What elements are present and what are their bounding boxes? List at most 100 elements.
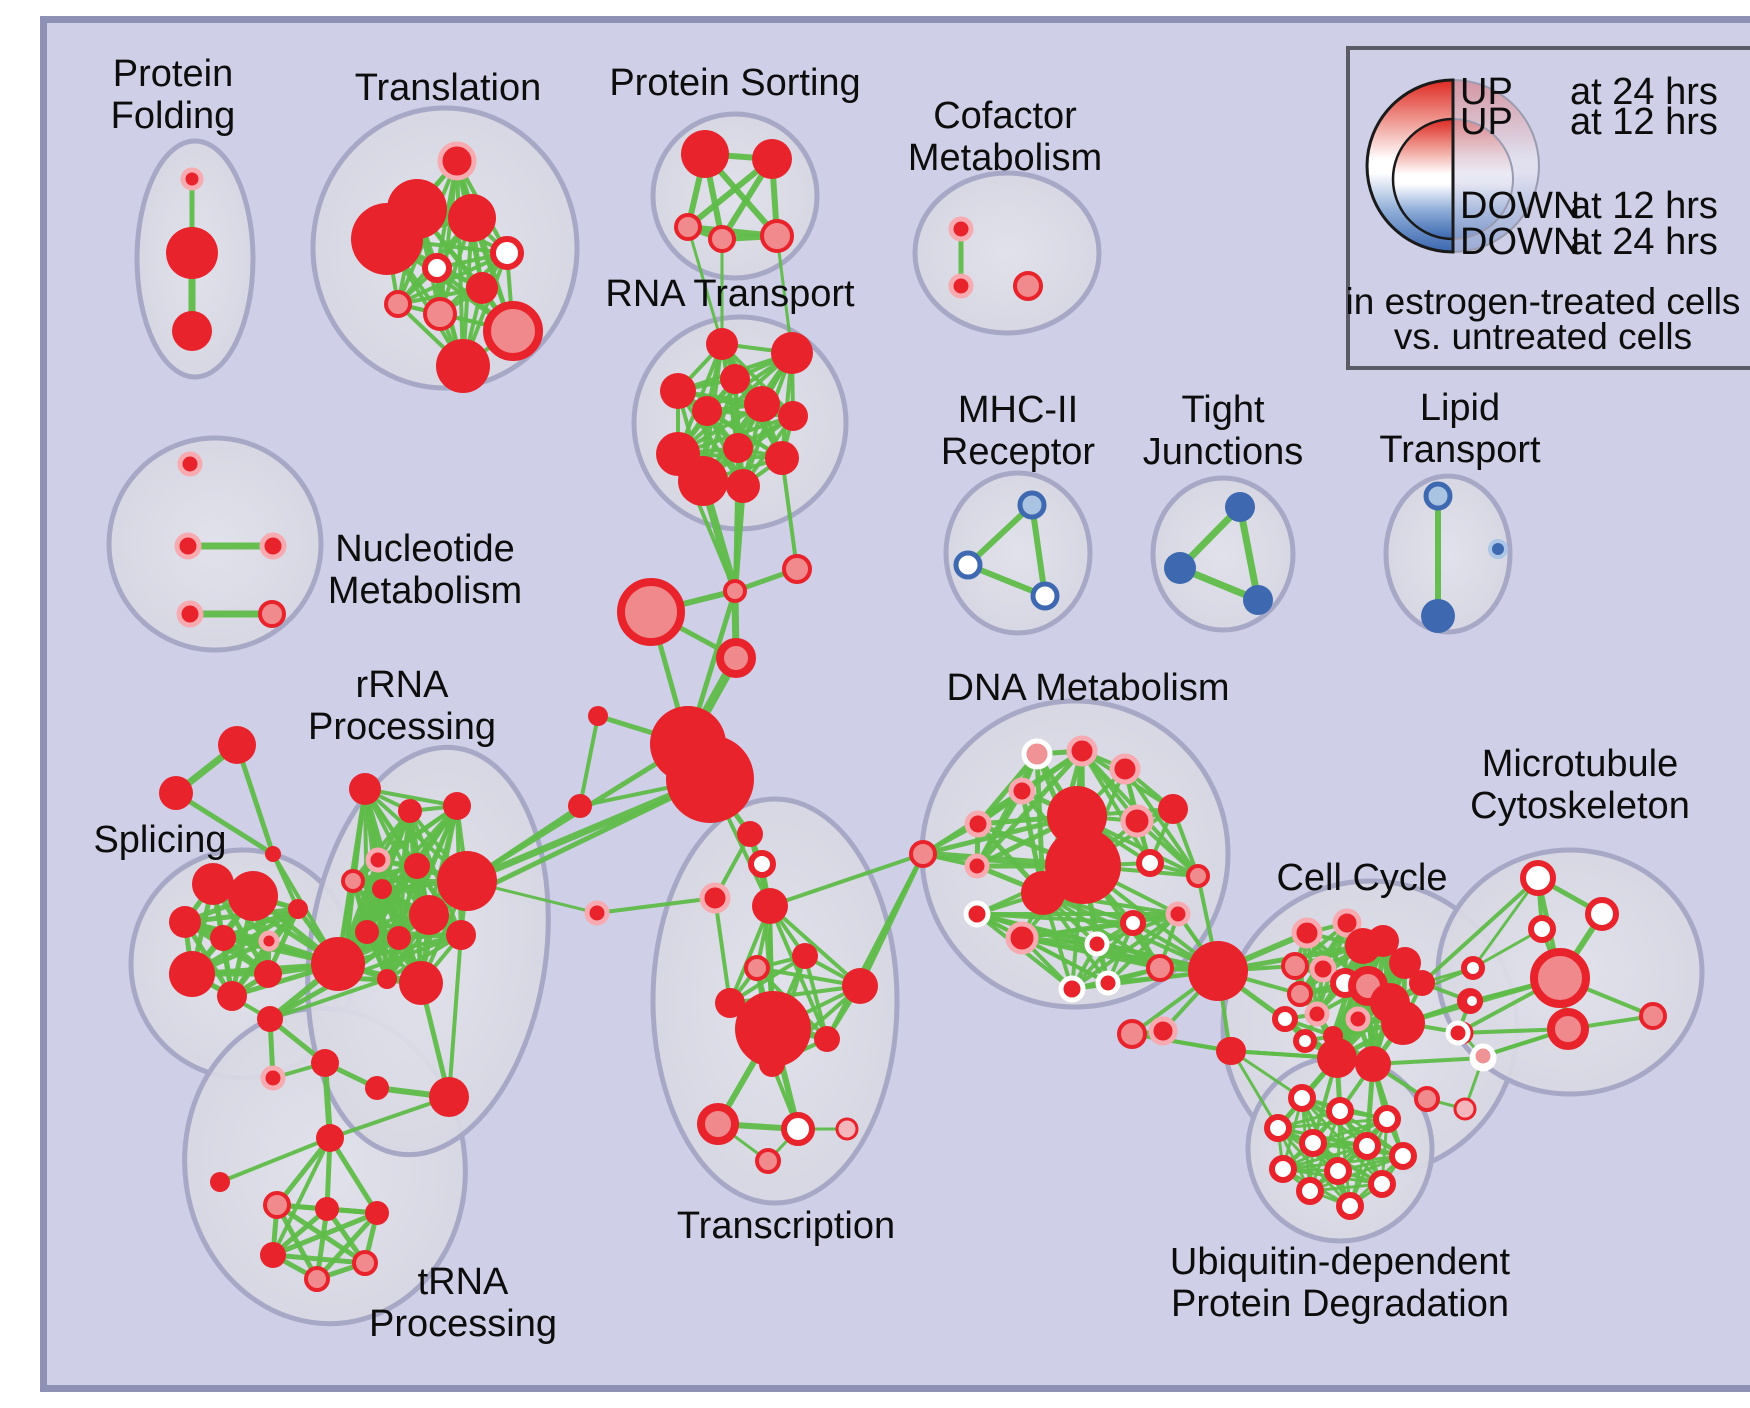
gene-node (737, 821, 763, 847)
gene-node (792, 943, 818, 969)
gene-node (1426, 484, 1450, 508)
cluster-label-lipid-line2: Transport (1379, 429, 1541, 471)
gene-node (331, 966, 355, 990)
gene-node (1312, 958, 1334, 980)
gene-node (1464, 993, 1480, 1009)
gene-node (784, 556, 810, 582)
cluster-blob-protein-sorting (653, 114, 817, 278)
gene-node (1119, 1021, 1145, 1047)
cluster-label-tight-junctions-line2: Junctions (1143, 431, 1304, 473)
gene-node (262, 535, 284, 557)
gene-node (263, 1068, 283, 1088)
gene-node (349, 773, 381, 805)
gene-node (1188, 866, 1208, 886)
gene-node (1421, 599, 1455, 633)
legend-direction-1: UP (1460, 101, 1513, 143)
cluster-label-protein-folding-line2: Folding (111, 95, 236, 137)
gene-node (169, 951, 215, 997)
gene-node (1283, 954, 1307, 978)
gene-node (387, 926, 411, 950)
gene-node (443, 792, 471, 820)
gene-node (398, 799, 422, 823)
gene-node (429, 1077, 469, 1117)
gene-node (1033, 584, 1057, 608)
gene-node (217, 981, 247, 1011)
cluster-label-ubiquitin-line1: Ubiquitin-dependent (1170, 1241, 1511, 1283)
gene-node (1112, 756, 1138, 782)
gene-node (1455, 1099, 1475, 1119)
cluster-label-mhc-line1: MHC-II (958, 389, 1078, 431)
gene-node (1371, 1173, 1393, 1195)
gene-node (159, 776, 193, 810)
cluster-label-trna-line1: tRNA (418, 1261, 509, 1303)
cluster-label-transcription: Transcription (677, 1205, 895, 1247)
gene-node (1015, 273, 1041, 299)
gene-node (437, 851, 497, 911)
gene-node (1061, 978, 1083, 1000)
gene-node (210, 925, 236, 951)
cluster-label-nucleotide-line2: Metabolism (328, 570, 522, 612)
gene-node (1188, 941, 1248, 1001)
gene-node (177, 535, 199, 557)
gene-node (951, 276, 971, 296)
gene-node (1339, 1195, 1361, 1217)
gene-node (1225, 492, 1255, 522)
gene-node (1641, 1004, 1665, 1028)
cluster-label-lipid-line1: Lipid (1420, 387, 1500, 429)
gene-node (1069, 738, 1095, 764)
gene-node (837, 1119, 857, 1139)
cluster-label-microtubule-line2: Cytoskeleton (1470, 785, 1690, 827)
gene-node (666, 735, 754, 823)
gene-node (448, 194, 496, 242)
gene-node (440, 144, 474, 178)
gene-node (1348, 1009, 1368, 1029)
cluster-label-microtubule-line1: Microtubule (1482, 743, 1678, 785)
gene-node (1299, 1180, 1321, 1202)
gene-node (372, 879, 392, 899)
gene-node (1464, 959, 1482, 977)
gene-node (1302, 1132, 1324, 1154)
gene-node (692, 396, 722, 426)
gene-node (1317, 1038, 1357, 1078)
gene-node (702, 885, 728, 911)
gene-node (265, 1193, 289, 1217)
gene-node (260, 1242, 286, 1268)
cluster-label-protein-sorting: Protein Sorting (609, 62, 860, 104)
gene-node (706, 328, 738, 360)
gene-node (1020, 493, 1044, 517)
cluster-label-rna-transport: RNA Transport (605, 273, 855, 315)
gene-node (1307, 1004, 1327, 1024)
gene-node (316, 1124, 344, 1152)
gene-node (681, 130, 729, 178)
gene-node (1275, 1009, 1295, 1029)
gene-node (377, 969, 397, 989)
gene-node (1158, 794, 1188, 824)
gene-node (765, 441, 799, 475)
gene-node (725, 581, 745, 601)
gene-node (1168, 904, 1188, 924)
gene-node (751, 853, 773, 875)
gene-node (1098, 973, 1118, 993)
gene-node (757, 1150, 779, 1172)
gene-node (228, 871, 278, 921)
gene-node (1409, 970, 1435, 996)
gene-node (710, 227, 734, 251)
gene-node (1123, 807, 1151, 835)
gene-node (351, 203, 423, 275)
cluster-label-ubiquitin-line2: Protein Degradation (1171, 1283, 1509, 1325)
gene-node (568, 794, 592, 818)
cluster-label-cofactor-line2: Metabolism (908, 137, 1102, 179)
gene-node (355, 920, 379, 944)
cluster-label-protein-folding-line1: Protein (113, 53, 233, 95)
gene-node (911, 842, 935, 866)
gene-node (1392, 1145, 1414, 1167)
gene-node (842, 968, 878, 1004)
gene-node (726, 469, 760, 503)
gene-node (404, 853, 430, 879)
gene-node (744, 386, 780, 422)
gene-node (1376, 1108, 1398, 1130)
legend-time-3: at 24 hrs (1570, 221, 1718, 263)
gene-node (1243, 585, 1273, 615)
gene-node (169, 906, 201, 938)
gene-node (1151, 1019, 1175, 1043)
